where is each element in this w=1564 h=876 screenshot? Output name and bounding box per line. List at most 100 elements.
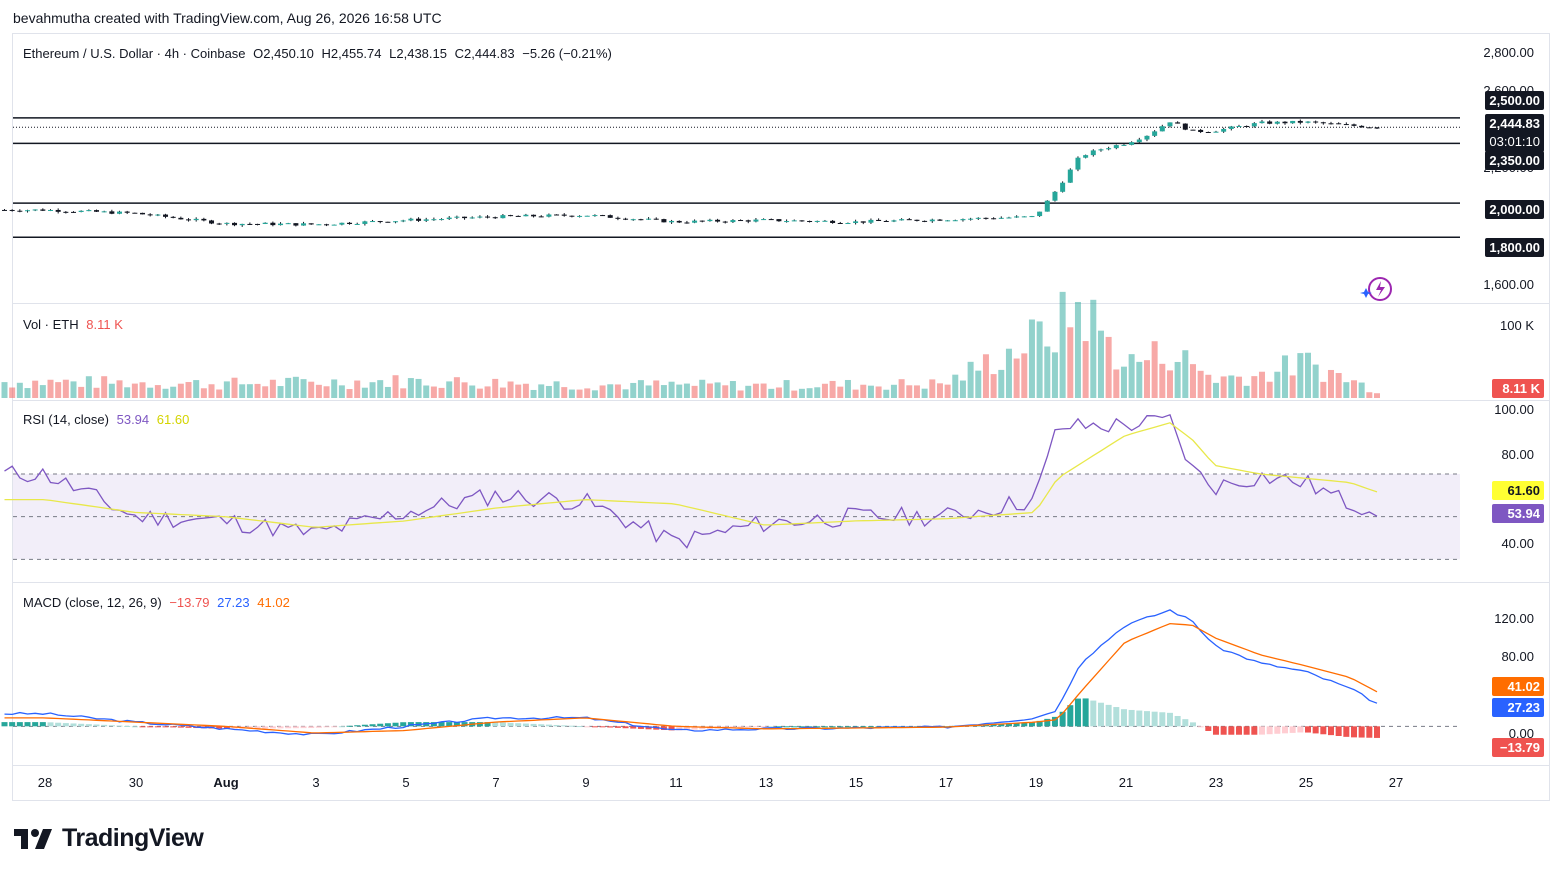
- macd-histogram-bar: [101, 724, 108, 727]
- candle-body: [853, 221, 859, 224]
- volume-tick: 100 K: [1500, 318, 1534, 333]
- candle-body: [1060, 182, 1066, 192]
- volume-bar: [1013, 358, 1020, 398]
- macd-histogram-bar: [1274, 726, 1281, 734]
- macd-histogram-bar: [1151, 711, 1158, 727]
- high-value: H2,455.74: [321, 46, 382, 61]
- macd-histogram-bar: [737, 726, 744, 728]
- macd-histogram-bar: [676, 726, 683, 731]
- volume-bar: [170, 386, 177, 398]
- volume-bar: [1, 382, 8, 398]
- candle-body: [538, 216, 544, 218]
- macd-histogram-bar: [16, 722, 23, 727]
- rsi-label: RSI (14, close): [23, 412, 109, 427]
- macd-histogram-bar: [867, 726, 874, 728]
- candle-body: [508, 215, 514, 217]
- macd-histogram-bar: [691, 726, 698, 730]
- macd-histogram-bar: [1366, 726, 1373, 738]
- volume-bar: [185, 382, 192, 398]
- macd-histogram-bar: [1105, 704, 1112, 727]
- volume-bar: [1005, 348, 1012, 398]
- candle-body: [408, 218, 414, 221]
- macd-histogram-bar: [607, 726, 614, 728]
- macd-histogram-bar: [1013, 722, 1020, 727]
- candle-body: [1213, 131, 1219, 133]
- volume-bar: [944, 384, 951, 398]
- macd-histogram-bar: [47, 722, 54, 727]
- macd-histogram-bar: [860, 726, 867, 728]
- candle-body: [285, 223, 291, 225]
- candle-body: [216, 223, 222, 225]
- candle-body: [469, 217, 475, 219]
- volume-bar: [522, 383, 529, 398]
- candle-body: [209, 220, 215, 224]
- volume-bar: [1159, 363, 1166, 398]
- pane-separator: [13, 582, 1549, 583]
- macd-histogram-bar: [1312, 726, 1319, 734]
- candle-body: [615, 217, 621, 219]
- candle-body: [109, 211, 115, 214]
- macd-label: MACD (close, 12, 26, 9): [23, 595, 162, 610]
- macd-histogram-bar: [561, 725, 568, 727]
- macd-histogram-bar: [39, 722, 46, 727]
- volume-bar: [722, 385, 729, 398]
- candle-body: [101, 211, 107, 213]
- macd-histogram-bar: [768, 726, 775, 728]
- change-value: −5.26 (−0.21%): [522, 46, 612, 61]
- tradingview-logo[interactable]: TradingView: [14, 824, 204, 853]
- candle-body: [1129, 142, 1135, 145]
- volume-bar: [1151, 341, 1158, 398]
- candle-body: [17, 210, 23, 212]
- candle-body: [1182, 123, 1188, 130]
- macd-histogram-bar: [1059, 711, 1066, 727]
- level-tag-1800: 1,800.00: [1485, 238, 1544, 257]
- price-tick: 2,200.00: [1483, 168, 1534, 176]
- volume-bar: [78, 386, 85, 398]
- volume-bar: [24, 388, 31, 398]
- candle-body: [1236, 126, 1242, 128]
- candle-body: [906, 219, 912, 221]
- macd-histogram-bar: [1374, 726, 1380, 738]
- candle-body: [761, 219, 767, 221]
- candle-body: [247, 223, 253, 225]
- candle-body: [78, 210, 84, 212]
- macd-histogram-bar: [998, 723, 1005, 727]
- candle-body: [1037, 211, 1043, 217]
- macd-histogram-bar: [1343, 726, 1350, 737]
- candle-body: [515, 215, 521, 217]
- volume-bar: [1067, 327, 1074, 398]
- candle-body: [1359, 125, 1365, 128]
- volume-bar: [622, 389, 629, 398]
- volume-bar: [959, 380, 966, 398]
- macd-histogram-bar: [1044, 718, 1051, 727]
- macd-histogram-bar: [630, 726, 637, 729]
- volume-bar: [453, 377, 460, 398]
- candle-body: [1075, 157, 1081, 170]
- volume-bar: [1189, 364, 1196, 398]
- volume-bar: [285, 377, 292, 398]
- macd-histogram-bar: [622, 726, 629, 729]
- macd-histogram-bar: [1021, 722, 1028, 727]
- candle-body: [1282, 121, 1288, 124]
- volume-bar: [308, 381, 315, 398]
- x-tick: 15: [848, 775, 864, 790]
- candle-body: [155, 214, 161, 216]
- candle-body: [692, 220, 698, 223]
- event-icon: [1368, 277, 1392, 301]
- volume-bar: [262, 386, 269, 398]
- macd-histogram-bar: [683, 726, 690, 730]
- volume-bar: [883, 389, 890, 398]
- macd-histogram-bar: [545, 724, 552, 727]
- volume-bar: [461, 382, 468, 398]
- macd-tick: 0.00: [1508, 726, 1534, 741]
- candle-body: [630, 219, 636, 221]
- candle-body: [239, 223, 245, 226]
- volume-bar: [791, 390, 798, 398]
- volume-bar: [1327, 369, 1334, 398]
- candle-body: [738, 220, 744, 222]
- macd-histogram-bar: [1143, 711, 1150, 727]
- candle-body: [362, 221, 368, 224]
- candle-body: [1106, 148, 1112, 150]
- volume-bar: [584, 388, 591, 398]
